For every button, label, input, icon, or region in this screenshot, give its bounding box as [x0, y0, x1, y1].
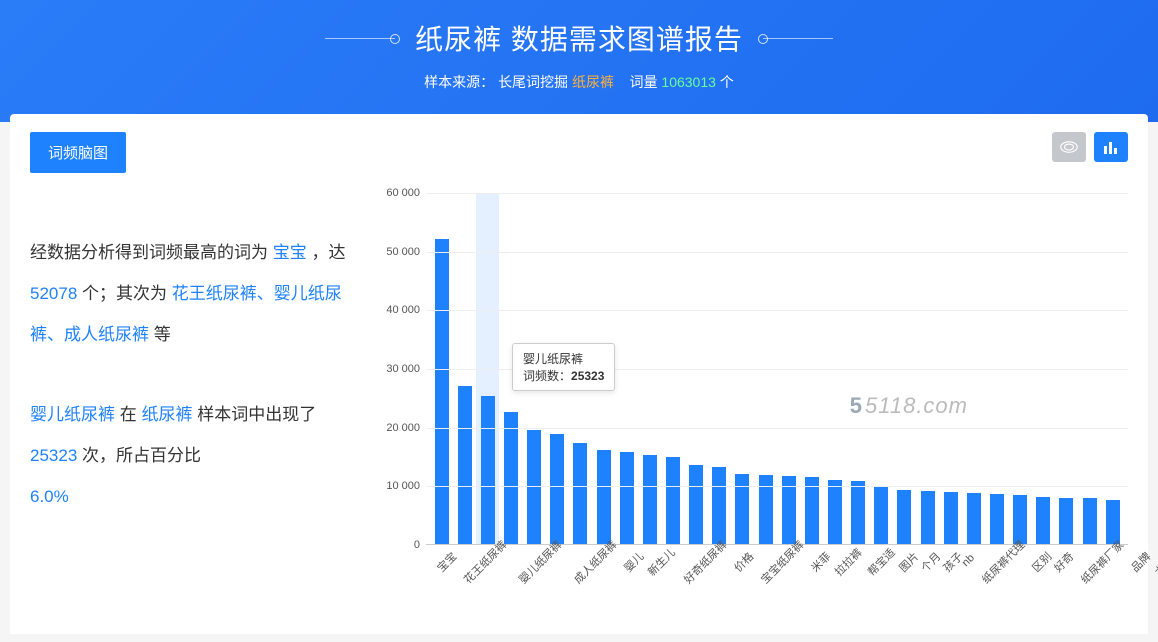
bar	[620, 452, 634, 544]
subtitle-suffix: 个	[720, 74, 734, 90]
grid-line	[426, 486, 1128, 487]
subtitle-source: 长尾词挖掘	[498, 74, 568, 90]
p1-c: 个；其次为	[82, 284, 167, 303]
grid-line	[426, 428, 1128, 429]
report-title: 纸尿裤 数据需求图谱报告	[415, 18, 743, 58]
content-row: 经数据分析得到词频最高的词为 宝宝 ，达 52078 个；其次为 花王纸尿裤、婴…	[30, 193, 1128, 613]
p1-b: ，达	[311, 243, 345, 262]
view-toggle	[1052, 132, 1128, 162]
y-tick-label: 20 000	[386, 422, 420, 434]
bar	[967, 493, 981, 544]
y-axis: 010 00020 00030 00040 00050 00060 000	[370, 193, 426, 545]
p2-word[interactable]: 婴儿纸尿裤	[30, 405, 115, 424]
bar	[689, 465, 703, 544]
bar	[759, 475, 773, 544]
y-tick-label: 30 000	[386, 363, 420, 375]
bar	[435, 239, 449, 544]
mindmap-view-button[interactable]	[1052, 132, 1086, 162]
grid-line	[426, 310, 1128, 311]
bar	[921, 491, 935, 544]
p2-percent: 6.0%	[30, 487, 69, 506]
barchart-view-button[interactable]	[1094, 132, 1128, 162]
bar	[1036, 497, 1050, 544]
analysis-paragraph-1: 经数据分析得到词频最高的词为 宝宝 ，达 52078 个；其次为 花王纸尿裤、婴…	[30, 233, 360, 355]
title-row: 纸尿裤 数据需求图谱报告	[0, 18, 1158, 58]
subtitle-count-label: 词量	[630, 74, 658, 90]
chart-tooltip: 婴儿纸尿裤词频数：25323	[512, 343, 615, 391]
bar	[666, 457, 680, 544]
y-tick-label: 10 000	[386, 480, 420, 492]
p2-sample-word[interactable]: 纸尿裤	[141, 405, 192, 424]
title-divider-left	[325, 38, 395, 39]
report-subtitle: 样本来源： 长尾词挖掘 纸尿裤 词量 1063013 个	[0, 72, 1158, 92]
bar	[1083, 498, 1097, 544]
bar-chart[interactable]: 010 00020 00030 00040 00050 00060 000 婴儿…	[370, 193, 1128, 613]
barchart-icon	[1103, 140, 1119, 154]
subtitle-keyword: 纸尿裤	[572, 74, 614, 90]
p1-other-words[interactable]: 花王纸尿裤、婴儿纸尿裤、成人纸尿裤	[30, 284, 342, 344]
grid-line	[426, 252, 1128, 253]
p2-c: 次，所占百分比	[82, 446, 201, 465]
panel-top: 词频脑图	[30, 132, 1128, 173]
y-tick-label: 40 000	[386, 304, 420, 316]
bar	[990, 494, 1004, 544]
y-tick-label: 60 000	[386, 187, 420, 199]
p1-a: 经数据分析得到词频最高的词为	[30, 243, 268, 262]
bar	[712, 467, 726, 544]
y-tick-label: 0	[414, 539, 420, 551]
bar	[1106, 500, 1120, 544]
p1-count: 52078	[30, 284, 77, 303]
bar	[897, 490, 911, 544]
bar	[874, 486, 888, 545]
subtitle-count: 1063013	[661, 74, 716, 90]
title-divider-right	[763, 38, 833, 39]
bar	[735, 474, 749, 544]
bar	[504, 412, 518, 544]
bar	[458, 386, 472, 544]
p2-count: 25323	[30, 446, 77, 465]
grid-line	[426, 193, 1128, 194]
p1-d: 等	[154, 325, 171, 344]
chart-column: 010 00020 00030 00040 00050 00060 000 婴儿…	[370, 193, 1128, 613]
chart-panel: 词频脑图 经数据分析得到词频最高的词为 宝宝 ，达 52078 个；其次为 花王…	[10, 114, 1148, 634]
bar	[643, 455, 657, 544]
bar	[828, 480, 842, 544]
bar	[573, 443, 587, 544]
bar	[550, 434, 564, 544]
mindmap-icon	[1060, 140, 1078, 154]
p1-top-word[interactable]: 宝宝	[273, 243, 307, 262]
tab-word-frequency[interactable]: 词频脑图	[30, 132, 126, 173]
bar	[481, 396, 495, 544]
y-tick-label: 50 000	[386, 246, 420, 258]
report-header: 纸尿裤 数据需求图谱报告 样本来源： 长尾词挖掘 纸尿裤 词量 1063013 …	[0, 0, 1158, 122]
p2-a: 在	[120, 405, 142, 424]
bar	[1059, 498, 1073, 544]
subtitle-prefix: 样本来源：	[424, 74, 494, 90]
p2-b: 样本词中出现了	[197, 405, 316, 424]
analysis-paragraph-2: 婴儿纸尿裤 在 纸尿裤 样本词中出现了 25323 次，所占百分比 6.0%	[30, 395, 360, 517]
analysis-text: 经数据分析得到词频最高的词为 宝宝 ，达 52078 个；其次为 花王纸尿裤、婴…	[30, 193, 360, 518]
bar	[597, 450, 611, 544]
bar	[851, 481, 865, 544]
bar	[944, 492, 958, 544]
x-axis-labels: 宝宝花王纸尿裤婴儿纸尿裤成人纸尿裤婴儿新生儿好奇纸尿裤价格宝宝纸尿裤米菲拉拉裤帮…	[426, 545, 1128, 613]
